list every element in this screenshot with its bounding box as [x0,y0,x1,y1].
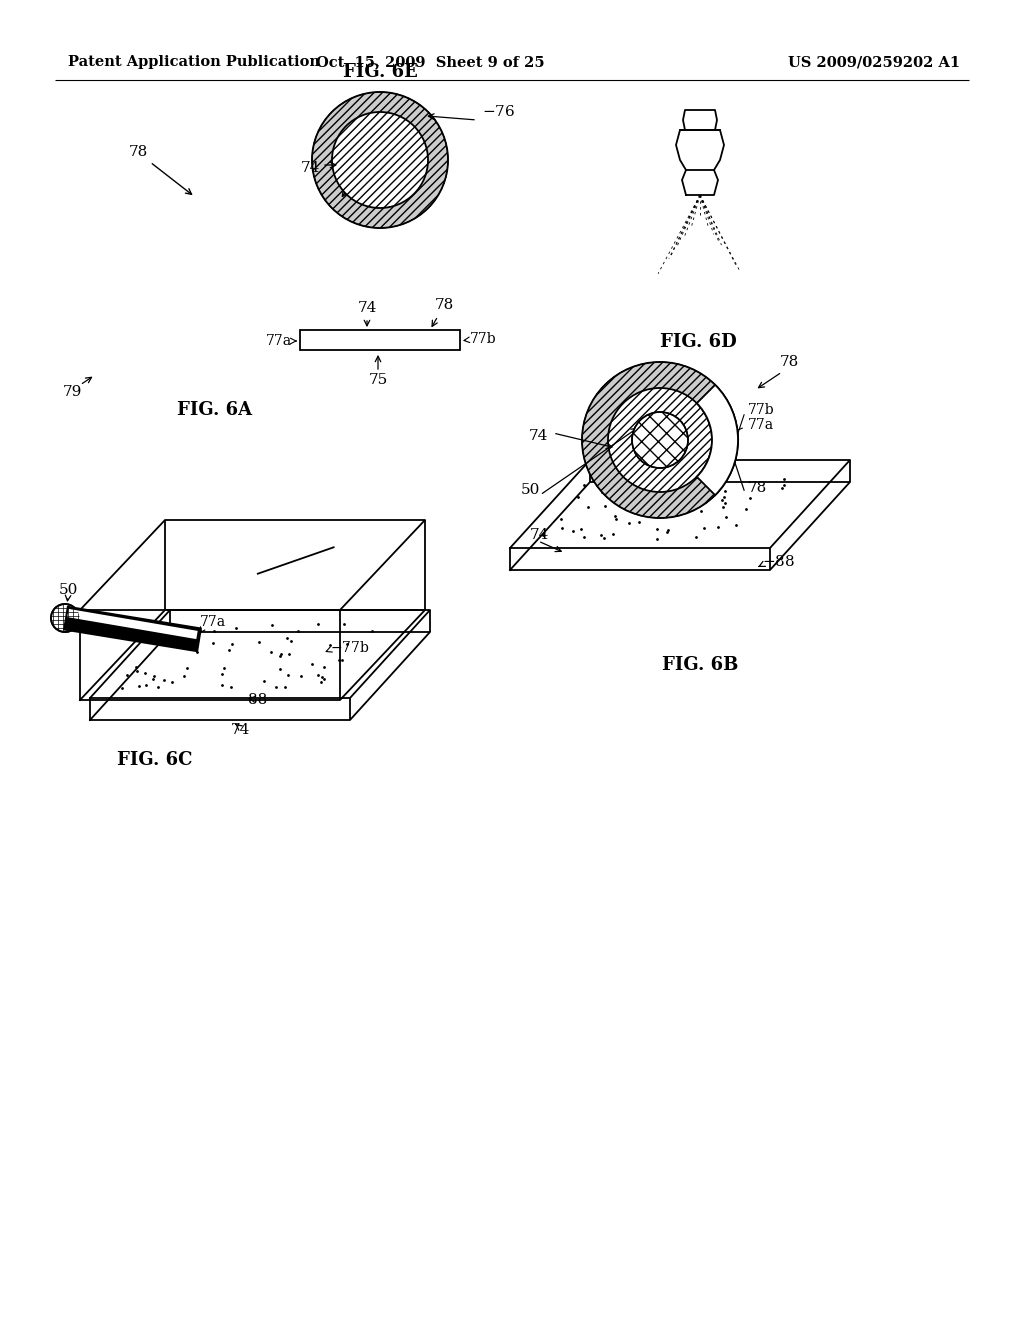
Text: FIG. 6E: FIG. 6E [343,63,418,81]
Circle shape [582,362,738,517]
Text: 78: 78 [435,298,455,312]
Text: 77a: 77a [748,418,774,432]
Text: 74: 74 [528,429,548,444]
Text: FIG. 6D: FIG. 6D [659,333,736,351]
Text: 74: 74 [230,723,250,737]
Text: 78: 78 [780,355,800,370]
Text: 74: 74 [530,528,549,543]
Wedge shape [696,385,738,495]
Text: $-$77b: $-$77b [330,640,370,656]
Circle shape [51,605,79,632]
Text: FIG. 6C: FIG. 6C [118,751,193,770]
Text: 77a: 77a [200,615,226,630]
Text: 79: 79 [62,385,82,399]
Text: 75: 75 [369,374,388,387]
Circle shape [632,412,688,469]
Text: $-$88: $-$88 [762,554,795,569]
Text: Oct. 15, 2009  Sheet 9 of 25: Oct. 15, 2009 Sheet 9 of 25 [315,55,545,69]
Text: 50: 50 [520,483,540,498]
Text: US 2009/0259202 A1: US 2009/0259202 A1 [787,55,961,69]
Text: $-$74: $-$74 [355,153,388,168]
Text: 78: 78 [128,145,147,158]
Bar [300,330,460,350]
Text: 77b: 77b [748,403,774,417]
Circle shape [608,388,712,492]
Text: 50: 50 [58,583,78,597]
Text: FIG. 6A: FIG. 6A [177,401,253,418]
Text: FIG. 6B: FIG. 6B [662,656,738,675]
Circle shape [332,112,428,209]
Text: 78: 78 [748,480,767,495]
Text: 74: 74 [300,161,319,176]
Text: 77a: 77a [266,334,292,348]
Text: 88: 88 [249,693,267,708]
Text: Patent Application Publication: Patent Application Publication [68,55,319,69]
Circle shape [312,92,449,228]
Text: 77b: 77b [470,333,497,346]
Text: $-$76: $-$76 [482,104,515,120]
Text: 74: 74 [357,301,377,315]
